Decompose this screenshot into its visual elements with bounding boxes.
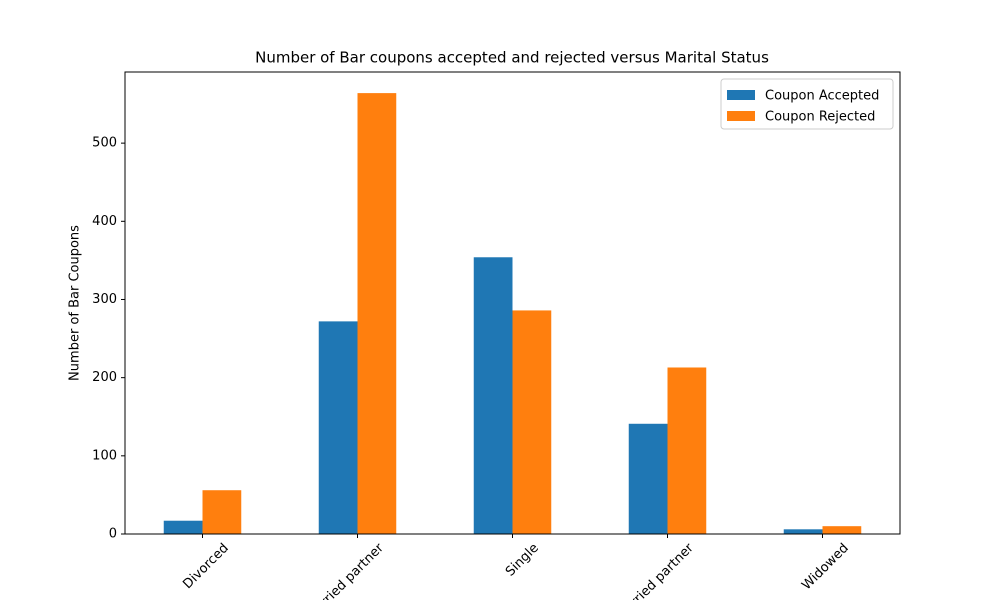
chart-title: Number of Bar coupons accepted and rejec… [255, 49, 769, 67]
legend-label: Coupon Accepted [765, 89, 879, 104]
bar [667, 367, 707, 534]
y-tick-label: 200 [92, 370, 117, 385]
legend-box [720, 78, 894, 130]
bar [822, 526, 862, 534]
y-tick-label: 400 [92, 214, 117, 229]
bar [783, 529, 823, 534]
x-tick-label: Single [503, 541, 542, 580]
y-tick-label: 500 [92, 136, 117, 151]
y-axis-label: Number of Bar Coupons [68, 225, 83, 381]
y-tick-label: 0 [109, 527, 117, 542]
bar [357, 93, 397, 534]
bar [512, 310, 552, 534]
bar [163, 520, 203, 534]
y-tick-label: 100 [92, 448, 117, 463]
bar [473, 257, 513, 534]
legend-swatch [727, 111, 755, 121]
legend-label: Coupon Rejected [765, 110, 875, 125]
x-tick-label: Widowed [799, 541, 852, 594]
legend-swatch [727, 90, 755, 100]
plot-frame [124, 71, 901, 535]
bar [628, 423, 668, 534]
bar [318, 321, 358, 534]
x-tick-label: Unmarried partner [601, 540, 698, 600]
bar [202, 490, 242, 534]
x-tick-label: Married partner [304, 540, 387, 600]
y-tick-label: 300 [92, 292, 117, 307]
x-tick-label: Divorced [180, 541, 231, 592]
